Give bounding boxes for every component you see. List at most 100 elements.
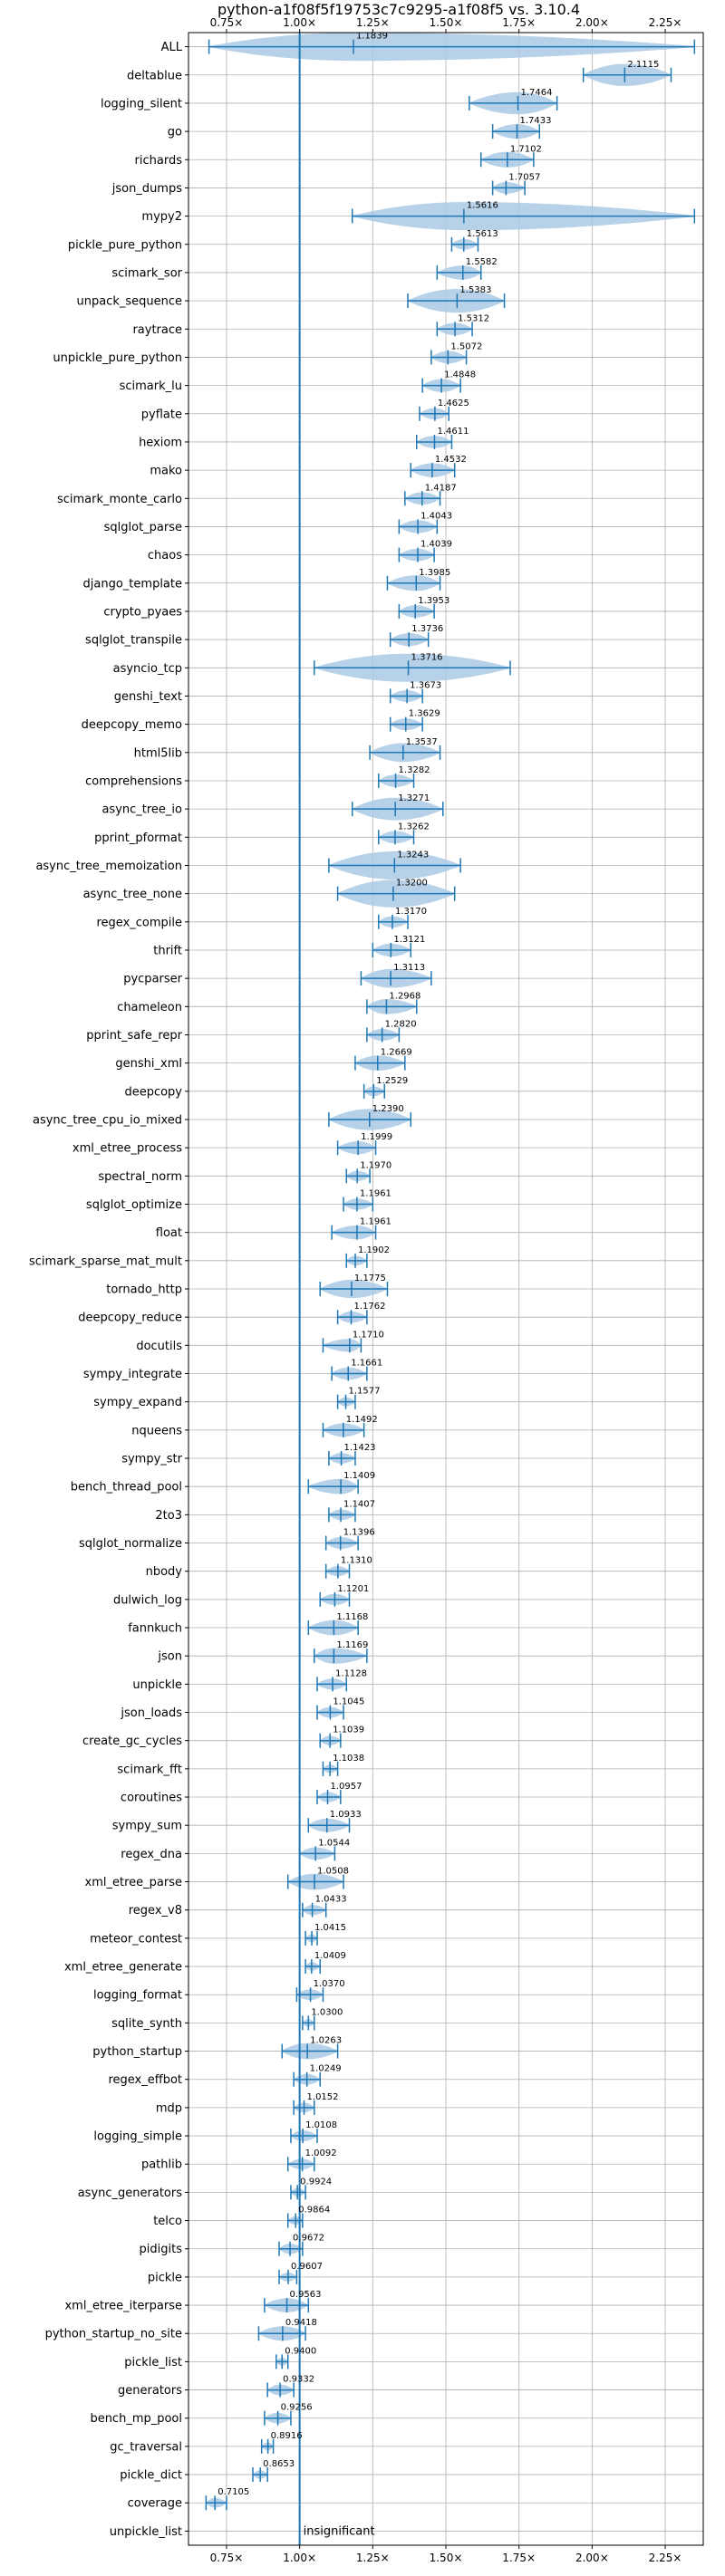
y-tick-label-sqlglot_normalize: sqlglot_normalize bbox=[79, 1537, 182, 1551]
value-label-sympy_sum: 1.0933 bbox=[330, 1810, 362, 1820]
y-tick-label-dulwich_log: dulwich_log bbox=[113, 1593, 182, 1607]
value-label-mypy2: 1.5616 bbox=[467, 201, 498, 211]
value-label-bench_mp_pool: 0.9256 bbox=[281, 2403, 313, 2413]
y-tick-label-pidigits: pidigits bbox=[140, 2243, 183, 2256]
value-label-pprint_safe_repr: 1.2820 bbox=[385, 1019, 417, 1029]
y-tick-label-spectral_norm: spectral_norm bbox=[98, 1170, 182, 1184]
value-label-sqlite_synth: 1.0300 bbox=[311, 2007, 343, 2017]
y-tick-label-regex_compile: regex_compile bbox=[96, 916, 182, 929]
value-label-pickle_pure_python: 1.5613 bbox=[467, 229, 498, 239]
y-tick-label-create_gc_cycles: create_gc_cycles bbox=[82, 1735, 182, 1748]
value-label-logging_silent: 1.7464 bbox=[521, 88, 553, 98]
y-tick-label-unpickle_list: unpickle_list bbox=[110, 2525, 182, 2539]
value-label-regex_effbot: 1.0249 bbox=[310, 2064, 342, 2074]
y-tick-label-gc_traversal: gc_traversal bbox=[110, 2440, 182, 2454]
y-tick-label-mypy2: mypy2 bbox=[141, 210, 182, 224]
value-label-deltablue: 2.1115 bbox=[627, 60, 659, 70]
y-tick-label-pickle: pickle bbox=[148, 2271, 182, 2284]
y-tick-label-float: float bbox=[156, 1226, 182, 1240]
chart-title: python-a1f08f5f19753c7c9295-a1f08f5 vs. … bbox=[218, 1, 580, 18]
y-tick-label-unpickle: unpickle bbox=[132, 1678, 182, 1692]
value-label-async_tree_io: 1.3271 bbox=[398, 793, 430, 803]
y-tick-label-deepcopy_memo: deepcopy_memo bbox=[82, 718, 182, 732]
y-tick-label-logging_format: logging_format bbox=[93, 1989, 182, 2003]
y-tick-label-2to3: 2to3 bbox=[155, 1509, 182, 1523]
value-label-json_dumps: 1.7057 bbox=[508, 172, 540, 182]
value-label-ALL: 1.1839 bbox=[356, 32, 388, 42]
x-tick-label-bottom: 1.00× bbox=[283, 2552, 316, 2564]
value-label-asyncio_tcp: 1.3716 bbox=[411, 652, 443, 662]
y-tick-label-pyflate: pyflate bbox=[141, 408, 182, 421]
y-tick-label-scimark_fft: scimark_fft bbox=[117, 1763, 182, 1776]
y-tick-label-genshi_xml: genshi_xml bbox=[115, 1057, 182, 1071]
y-tick-label-pycparser: pycparser bbox=[123, 973, 182, 986]
y-tick-label-raytrace: raytrace bbox=[132, 323, 182, 337]
value-label-chameleon: 1.2968 bbox=[389, 991, 420, 1001]
y-tick-label-bench_mp_pool: bench_mp_pool bbox=[90, 2412, 182, 2426]
value-label-mdp: 1.0152 bbox=[307, 2092, 339, 2102]
y-tick-label-async_tree_memoization: async_tree_memoization bbox=[35, 860, 182, 873]
value-label-coverage: 0.7105 bbox=[218, 2487, 249, 2497]
value-label-async_tree_memoization: 1.3243 bbox=[397, 850, 429, 860]
value-label-deepcopy_reduce: 1.1762 bbox=[354, 1302, 386, 1312]
value-label-sqlglot_transpile: 1.3736 bbox=[411, 624, 443, 634]
y-tick-label-asyncio_tcp: asyncio_tcp bbox=[113, 662, 182, 676]
value-label-scimark_lu: 1.4848 bbox=[444, 370, 476, 380]
y-tick-label-sympy_str: sympy_str bbox=[121, 1453, 182, 1466]
y-tick-label-nqueens: nqueens bbox=[131, 1424, 182, 1437]
x-tick-label-top: 0.75× bbox=[210, 16, 244, 29]
y-tick-label-coverage: coverage bbox=[128, 2497, 182, 2511]
y-tick-label-pprint_pformat: pprint_pformat bbox=[94, 831, 182, 845]
value-label-spectral_norm: 1.1970 bbox=[360, 1160, 392, 1170]
value-label-regex_v8: 1.0433 bbox=[315, 1895, 347, 1905]
y-tick-label-scimark_sor: scimark_sor bbox=[111, 266, 182, 280]
value-label-regex_compile: 1.3170 bbox=[395, 907, 427, 917]
y-tick-label-scimark_monte_carlo: scimark_monte_carlo bbox=[57, 493, 182, 506]
y-tick-label-scimark_sparse_mat_mult: scimark_sparse_mat_mult bbox=[29, 1254, 182, 1268]
value-label-json_loads: 1.1045 bbox=[333, 1697, 364, 1707]
y-tick-label-unpickle_pure_python: unpickle_pure_python bbox=[53, 351, 182, 365]
value-label-unpickle_pure_python: 1.5072 bbox=[450, 341, 482, 351]
value-label-fannkuch: 1.1168 bbox=[336, 1612, 368, 1622]
value-label-deepcopy_memo: 1.3629 bbox=[409, 709, 440, 719]
x-tick-label-bottom: 1.25× bbox=[356, 2552, 390, 2564]
value-label-sqlglot_normalize: 1.1396 bbox=[343, 1528, 375, 1538]
y-tick-label-sqlglot_transpile: sqlglot_transpile bbox=[85, 634, 182, 648]
value-label-unpickle: 1.1128 bbox=[335, 1668, 367, 1678]
value-label-pyflate: 1.4625 bbox=[438, 399, 469, 409]
y-tick-label-crypto_pyaes: crypto_pyaes bbox=[103, 605, 182, 619]
value-label-crypto_pyaes: 1.3953 bbox=[418, 596, 450, 606]
y-tick-label-pickle_pure_python: pickle_pure_python bbox=[68, 238, 182, 252]
value-label-async_tree_none: 1.3200 bbox=[396, 879, 428, 889]
insignificant-note: insignificant bbox=[304, 2524, 375, 2538]
value-label-pycparser: 1.3113 bbox=[393, 963, 425, 973]
value-label-scimark_sor: 1.5582 bbox=[466, 257, 498, 267]
value-label-thrift: 1.3121 bbox=[393, 935, 425, 945]
y-tick-label-richards: richards bbox=[135, 154, 183, 168]
value-label-sympy_expand: 1.1577 bbox=[349, 1387, 381, 1397]
y-tick-label-regex_effbot: regex_effbot bbox=[108, 2073, 182, 2087]
y-tick-label-unpack_sequence: unpack_sequence bbox=[76, 295, 182, 309]
x-tick-label-bottom: 1.75× bbox=[502, 2552, 536, 2564]
x-tick-label-bottom: 0.75× bbox=[210, 2552, 244, 2564]
value-label-nbody: 1.1310 bbox=[341, 1556, 372, 1566]
y-tick-label-json_dumps: json_dumps bbox=[111, 182, 182, 196]
value-label-xml_etree_generate: 1.0409 bbox=[314, 1951, 346, 1961]
value-label-scimark_monte_carlo: 1.4187 bbox=[425, 483, 457, 493]
value-label-pickle_list: 0.9400 bbox=[285, 2346, 316, 2356]
y-tick-label-python_startup_no_site: python_startup_no_site bbox=[45, 2328, 182, 2341]
value-label-2to3: 1.1407 bbox=[343, 1499, 375, 1509]
x-tick-label-top: 2.00× bbox=[575, 16, 609, 29]
value-label-scimark_fft: 1.1038 bbox=[333, 1754, 364, 1764]
y-tick-label-python_startup: python_startup bbox=[92, 2045, 182, 2059]
y-tick-label-sqlite_synth: sqlite_synth bbox=[111, 2017, 182, 2031]
y-tick-label-django_template: django_template bbox=[83, 577, 182, 591]
y-tick-label-nbody: nbody bbox=[146, 1565, 183, 1579]
y-tick-label-fannkuch: fannkuch bbox=[128, 1622, 182, 1636]
y-tick-label-docutils: docutils bbox=[136, 1340, 182, 1353]
y-tick-label-async_tree_cpu_io_mixed: async_tree_cpu_io_mixed bbox=[33, 1113, 182, 1127]
y-tick-label-hexiom: hexiom bbox=[139, 436, 182, 449]
y-tick-label-mdp: mdp bbox=[156, 2101, 182, 2115]
value-label-pathlib: 1.0092 bbox=[305, 2148, 337, 2158]
